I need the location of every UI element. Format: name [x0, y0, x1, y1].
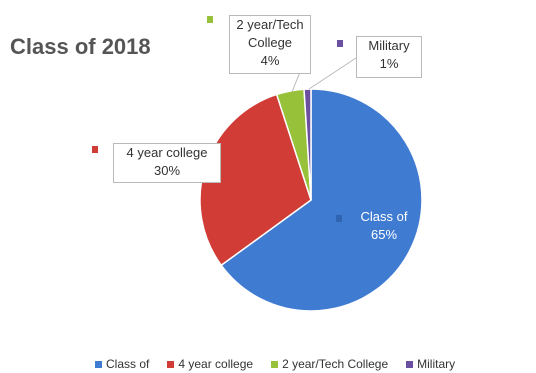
legend-item-4-year-college: 4 year college: [167, 357, 253, 371]
legend-swatch-4-year-college: [167, 360, 175, 368]
leader-2-year-tech: [291, 71, 301, 93]
legend-swatch-military: [406, 360, 414, 368]
data-label-2-year-tech-value: 4%: [260, 53, 280, 68]
legend: Class of 4 year college 2 year/Tech Coll…: [95, 356, 455, 372]
data-label-class-of-value: 65%: [370, 227, 398, 242]
leader-military: [308, 57, 357, 90]
data-label-military: Military 1%: [356, 36, 422, 78]
data-label-class-of: Class of 65%: [348, 208, 420, 244]
chart-title: Class of 2018: [10, 34, 151, 59]
marker-4-year-college: [92, 146, 98, 153]
data-label-class-of-name: Class of: [360, 209, 408, 224]
data-label-2-year-tech: 2 year/Tech College 4%: [229, 15, 311, 74]
data-label-2-year-tech-line1: 2 year/Tech: [236, 17, 304, 32]
marker-2-year-tech: [207, 16, 213, 23]
legend-label-military: Military: [417, 357, 456, 371]
marker-military: [337, 40, 343, 47]
data-label-military-name: Military: [368, 38, 410, 53]
data-label-4-year-college-value: 30%: [153, 163, 181, 178]
legend-item-class-of: Class of: [95, 357, 149, 371]
legend-item-military: Military: [406, 357, 455, 371]
legend-swatch-class-of: [95, 360, 102, 368]
data-label-2-year-tech-line2: College: [247, 35, 293, 50]
data-label-4-year-college-name: 4 year college: [126, 145, 208, 160]
marker-class-of: [336, 215, 342, 222]
data-label-4-year-college: 4 year college 30%: [113, 143, 221, 183]
legend-item-2-year-tech: 2 year/Tech College: [271, 357, 388, 371]
slice-class-of: [220, 88, 423, 312]
legend-label-4-year-college: 4 year college: [178, 357, 254, 371]
legend-label-2-year-tech: 2 year/Tech College: [282, 357, 389, 371]
data-label-military-value: 1%: [379, 56, 399, 71]
legend-label-class-of: Class of: [106, 357, 150, 371]
slice-military: [303, 88, 312, 201]
legend-swatch-2-year-tech: [271, 360, 279, 368]
